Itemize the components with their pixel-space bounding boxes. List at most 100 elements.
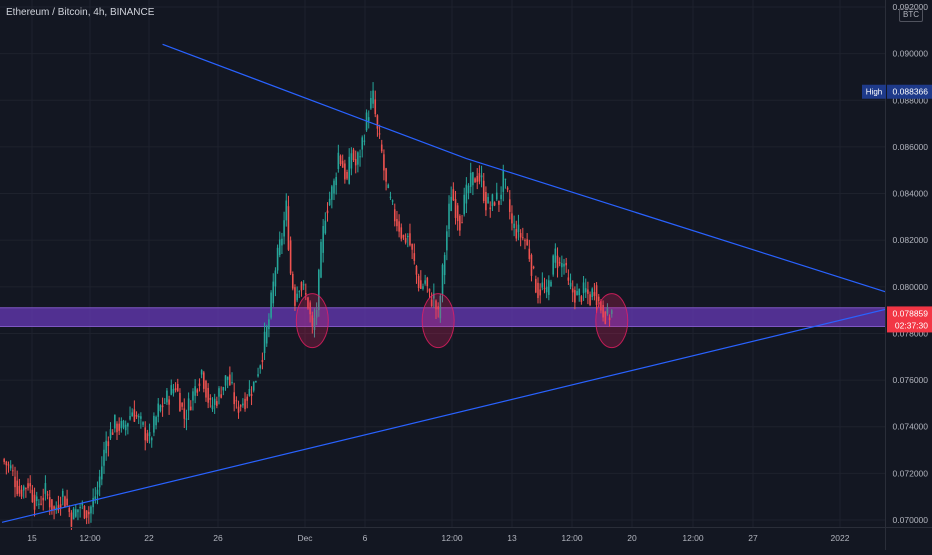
candle-down — [287, 206, 290, 250]
candle-up — [504, 178, 507, 180]
candle-up — [552, 255, 554, 275]
candle-up — [335, 177, 337, 186]
candle-down — [144, 427, 147, 441]
candle-up — [105, 440, 107, 454]
candle-down — [593, 292, 596, 296]
candle-up — [554, 248, 557, 263]
candle-up — [348, 156, 350, 184]
candle-up — [406, 236, 409, 238]
candle-down — [411, 244, 413, 250]
candle-up — [150, 437, 153, 441]
candle-up — [545, 286, 548, 293]
trendline — [162, 43, 892, 295]
candle-up — [561, 263, 563, 268]
candle-down — [51, 499, 53, 511]
candle-down — [543, 288, 546, 290]
candle-up — [211, 405, 214, 410]
candle-down — [393, 209, 396, 222]
candle-down — [88, 511, 90, 515]
highlight-circles-layer — [295, 293, 629, 349]
candle-down — [189, 406, 192, 411]
candle-up — [502, 169, 505, 192]
highlight-circle — [295, 293, 329, 349]
price-labels-layer: High 0.088366 0.078859 02:37:30 — [862, 84, 932, 333]
axis-unit-badge[interactable]: BTC — [899, 8, 923, 22]
candle-up — [610, 310, 613, 315]
time-tick-label: 6 — [363, 533, 368, 543]
candle-up — [270, 292, 272, 318]
candle-up — [433, 293, 435, 299]
candle-up — [98, 476, 101, 488]
candle-down — [539, 289, 541, 296]
candle-down — [216, 401, 218, 406]
high-price-tag — [887, 84, 932, 99]
candle-down — [378, 133, 381, 135]
candle-down — [48, 497, 51, 508]
candle-up — [350, 153, 353, 169]
candle-up — [242, 403, 244, 406]
candle-down — [40, 503, 42, 505]
price-tick-label: 0.082000 — [893, 235, 929, 245]
candle-up — [517, 224, 520, 233]
candle-up — [96, 489, 99, 495]
candle-down — [430, 299, 433, 307]
candle-down — [558, 262, 561, 264]
candle-up — [94, 496, 97, 500]
candle-down — [57, 505, 60, 511]
candle-up — [278, 239, 281, 256]
candle-down — [452, 189, 455, 201]
candle-down — [27, 483, 29, 489]
time-tick-label: 12:00 — [79, 533, 101, 543]
candle-up — [272, 281, 275, 304]
time-tick-label: 15 — [27, 533, 37, 543]
candle-up — [313, 317, 316, 330]
candle-down — [476, 175, 479, 182]
candle-down — [604, 311, 607, 324]
candle-up — [359, 156, 361, 158]
price-tick-label: 0.078000 — [893, 328, 929, 338]
candle-up — [472, 172, 474, 186]
candle-up — [148, 431, 151, 437]
support-zone-layer — [0, 307, 885, 327]
candle-up — [372, 90, 374, 104]
candle-up — [81, 503, 84, 506]
candle-down — [426, 277, 429, 287]
candle-down — [261, 359, 264, 362]
price-tick-label: 0.092000 — [893, 2, 929, 12]
candle-down — [535, 278, 537, 293]
candle-down — [246, 396, 249, 401]
candle-up — [224, 375, 227, 386]
candle-up — [500, 194, 502, 200]
candle-up — [541, 282, 544, 288]
candle-down — [428, 288, 431, 292]
candle-up — [563, 263, 565, 267]
candle-up — [218, 388, 220, 397]
candle-up — [446, 231, 448, 251]
candle-up — [320, 241, 322, 278]
candle-down — [587, 289, 589, 294]
candle-up — [389, 196, 392, 198]
candle-down — [133, 409, 136, 422]
candle-down — [383, 154, 385, 171]
candle-down — [595, 285, 598, 305]
time-tick-label: 12:00 — [682, 533, 704, 543]
candle-up — [72, 508, 75, 520]
candle-up — [422, 286, 424, 289]
candle-up — [465, 184, 468, 204]
time-tick-label: 12:00 — [561, 533, 583, 543]
candle-down — [515, 229, 518, 239]
candle-up — [513, 223, 515, 229]
highlight-circle — [421, 293, 455, 349]
candle-up — [463, 194, 466, 215]
candle-down — [196, 389, 199, 393]
candle-up — [276, 247, 279, 271]
candle-up — [448, 203, 450, 230]
candle-up — [274, 270, 277, 287]
candle-up — [268, 319, 270, 330]
candle-down — [456, 205, 459, 222]
candle-down — [237, 406, 240, 413]
candle-down — [161, 405, 164, 408]
candle-up — [467, 185, 470, 194]
